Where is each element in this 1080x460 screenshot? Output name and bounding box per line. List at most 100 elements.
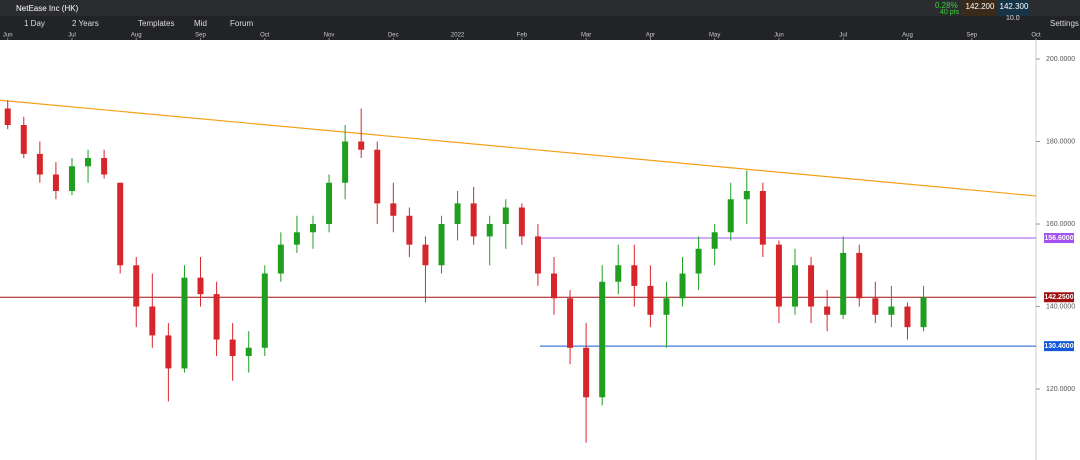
candle-body: [470, 203, 477, 237]
title-bar: NetEase Inc (HK) 0.28% 40 pts 142.200 14…: [0, 0, 1080, 16]
candle-body: [36, 153, 43, 175]
candle-body: [599, 281, 606, 398]
candle-body: [245, 347, 252, 357]
candle-body: [4, 108, 11, 126]
settings[interactable]: Settings: [1050, 19, 1079, 28]
candle-body: [165, 335, 172, 369]
level-label: 130.4000: [1044, 343, 1073, 350]
candle-body: [615, 265, 622, 282]
candle-body: [406, 215, 413, 245]
candle-body: [213, 294, 220, 340]
change-pct: 0.28%: [935, 1, 958, 10]
candle-body: [840, 252, 847, 315]
candle-body: [342, 141, 349, 183]
x-tick-label: Nov: [324, 33, 335, 39]
candle-body: [261, 273, 268, 348]
candle-body: [888, 306, 895, 315]
level-label: 156.6000: [1044, 235, 1073, 242]
candle-body: [502, 207, 509, 225]
candle-body: [149, 306, 156, 336]
candle-body: [326, 182, 333, 225]
candle-body: [85, 158, 92, 167]
candle-body: [775, 244, 782, 307]
x-tick-label: Sep: [966, 33, 977, 39]
candle-body: [20, 125, 27, 154]
y-tick-label: 180.0000: [1046, 138, 1075, 145]
candle-body: [808, 265, 815, 307]
x-tick-label: Sep: [195, 33, 206, 39]
level-tag: [1044, 233, 1074, 244]
x-tick-label: Jul: [68, 33, 76, 39]
candle-body: [229, 339, 236, 357]
candle-body: [534, 236, 541, 274]
x-tick-label: Oct: [260, 33, 270, 39]
candle-body: [117, 182, 124, 266]
candle-body: [550, 273, 557, 299]
x-tick-label: Apr: [646, 33, 655, 39]
candle-body: [438, 224, 445, 266]
candle-body: [454, 203, 461, 225]
x-tick-label: Jun: [3, 33, 13, 39]
candle-body: [743, 191, 750, 200]
candle-body: [358, 141, 365, 150]
candle-body: [101, 158, 108, 175]
candle-body: [309, 224, 316, 233]
candle-body: [390, 203, 397, 216]
candle-body: [52, 174, 59, 192]
bid[interactable]: 142.200: [962, 0, 998, 16]
candle-body: [277, 244, 284, 274]
candle-body: [904, 306, 911, 328]
candle-body: [197, 277, 204, 295]
y-tick-label: 120.0000: [1046, 386, 1075, 393]
x-tick-label: May: [709, 33, 720, 39]
candle-body: [518, 207, 525, 237]
interval[interactable]: 1 Day: [24, 19, 45, 28]
candle-body: [486, 224, 493, 237]
candle-body: [133, 265, 140, 307]
candle-body: [181, 277, 188, 369]
x-tick-label: Aug: [131, 33, 142, 39]
time-axis-bar: [0, 31, 1080, 40]
x-tick-label: 2022: [451, 33, 465, 39]
change-pts: 40 pts: [940, 9, 960, 16]
y-tick-label: 200.0000: [1046, 56, 1075, 63]
x-tick-label: Dec: [388, 33, 399, 39]
forum[interactable]: Forum: [230, 19, 254, 28]
range[interactable]: 2 Years: [72, 19, 99, 28]
candle-body: [791, 265, 798, 307]
x-tick-label: Mar: [581, 33, 591, 39]
y-tick-label: 140.0000: [1046, 303, 1075, 310]
x-tick-label: Jun: [774, 33, 784, 39]
toolbar: 1 Day 2 Years Templates Mid Forum 10.0 S…: [0, 15, 1080, 31]
candle-body: [856, 252, 863, 299]
candle-body: [567, 298, 574, 348]
candle-body: [663, 298, 670, 315]
x-tick-label: Jul: [839, 33, 847, 39]
x-tick-label: Feb: [517, 33, 528, 39]
y-tick-label: 160.0000: [1046, 221, 1075, 228]
level-tag: [1044, 292, 1074, 303]
candle-body: [824, 306, 831, 315]
candle-body: [631, 265, 638, 286]
candle-body: [695, 248, 702, 274]
candle-body: [374, 149, 381, 204]
ask[interactable]: 142.300: [998, 0, 1030, 16]
candle-body: [647, 285, 654, 315]
templates[interactable]: Templates: [138, 19, 175, 28]
candle-body: [583, 347, 590, 398]
candle-body: [759, 191, 766, 245]
price-type[interactable]: Mid: [194, 19, 207, 28]
level-tag: [1044, 341, 1074, 352]
candle-body: [711, 232, 718, 249]
chart: Jun Jul Aug Sep Oct Nov Dec 2022 Feb Mar Apr May Jun…: [0, 31, 1080, 460]
level-label: 142.2500: [1044, 294, 1073, 301]
candle-body: [872, 298, 879, 315]
instrument[interactable]: NetEase Inc (HK): [16, 4, 79, 13]
candle-body: [679, 273, 686, 299]
trendline: [0, 99, 1037, 197]
x-tick-label: Oct: [1031, 33, 1041, 39]
candle-body: [422, 244, 429, 266]
candle-body: [293, 232, 300, 245]
candle-body: [727, 199, 734, 233]
